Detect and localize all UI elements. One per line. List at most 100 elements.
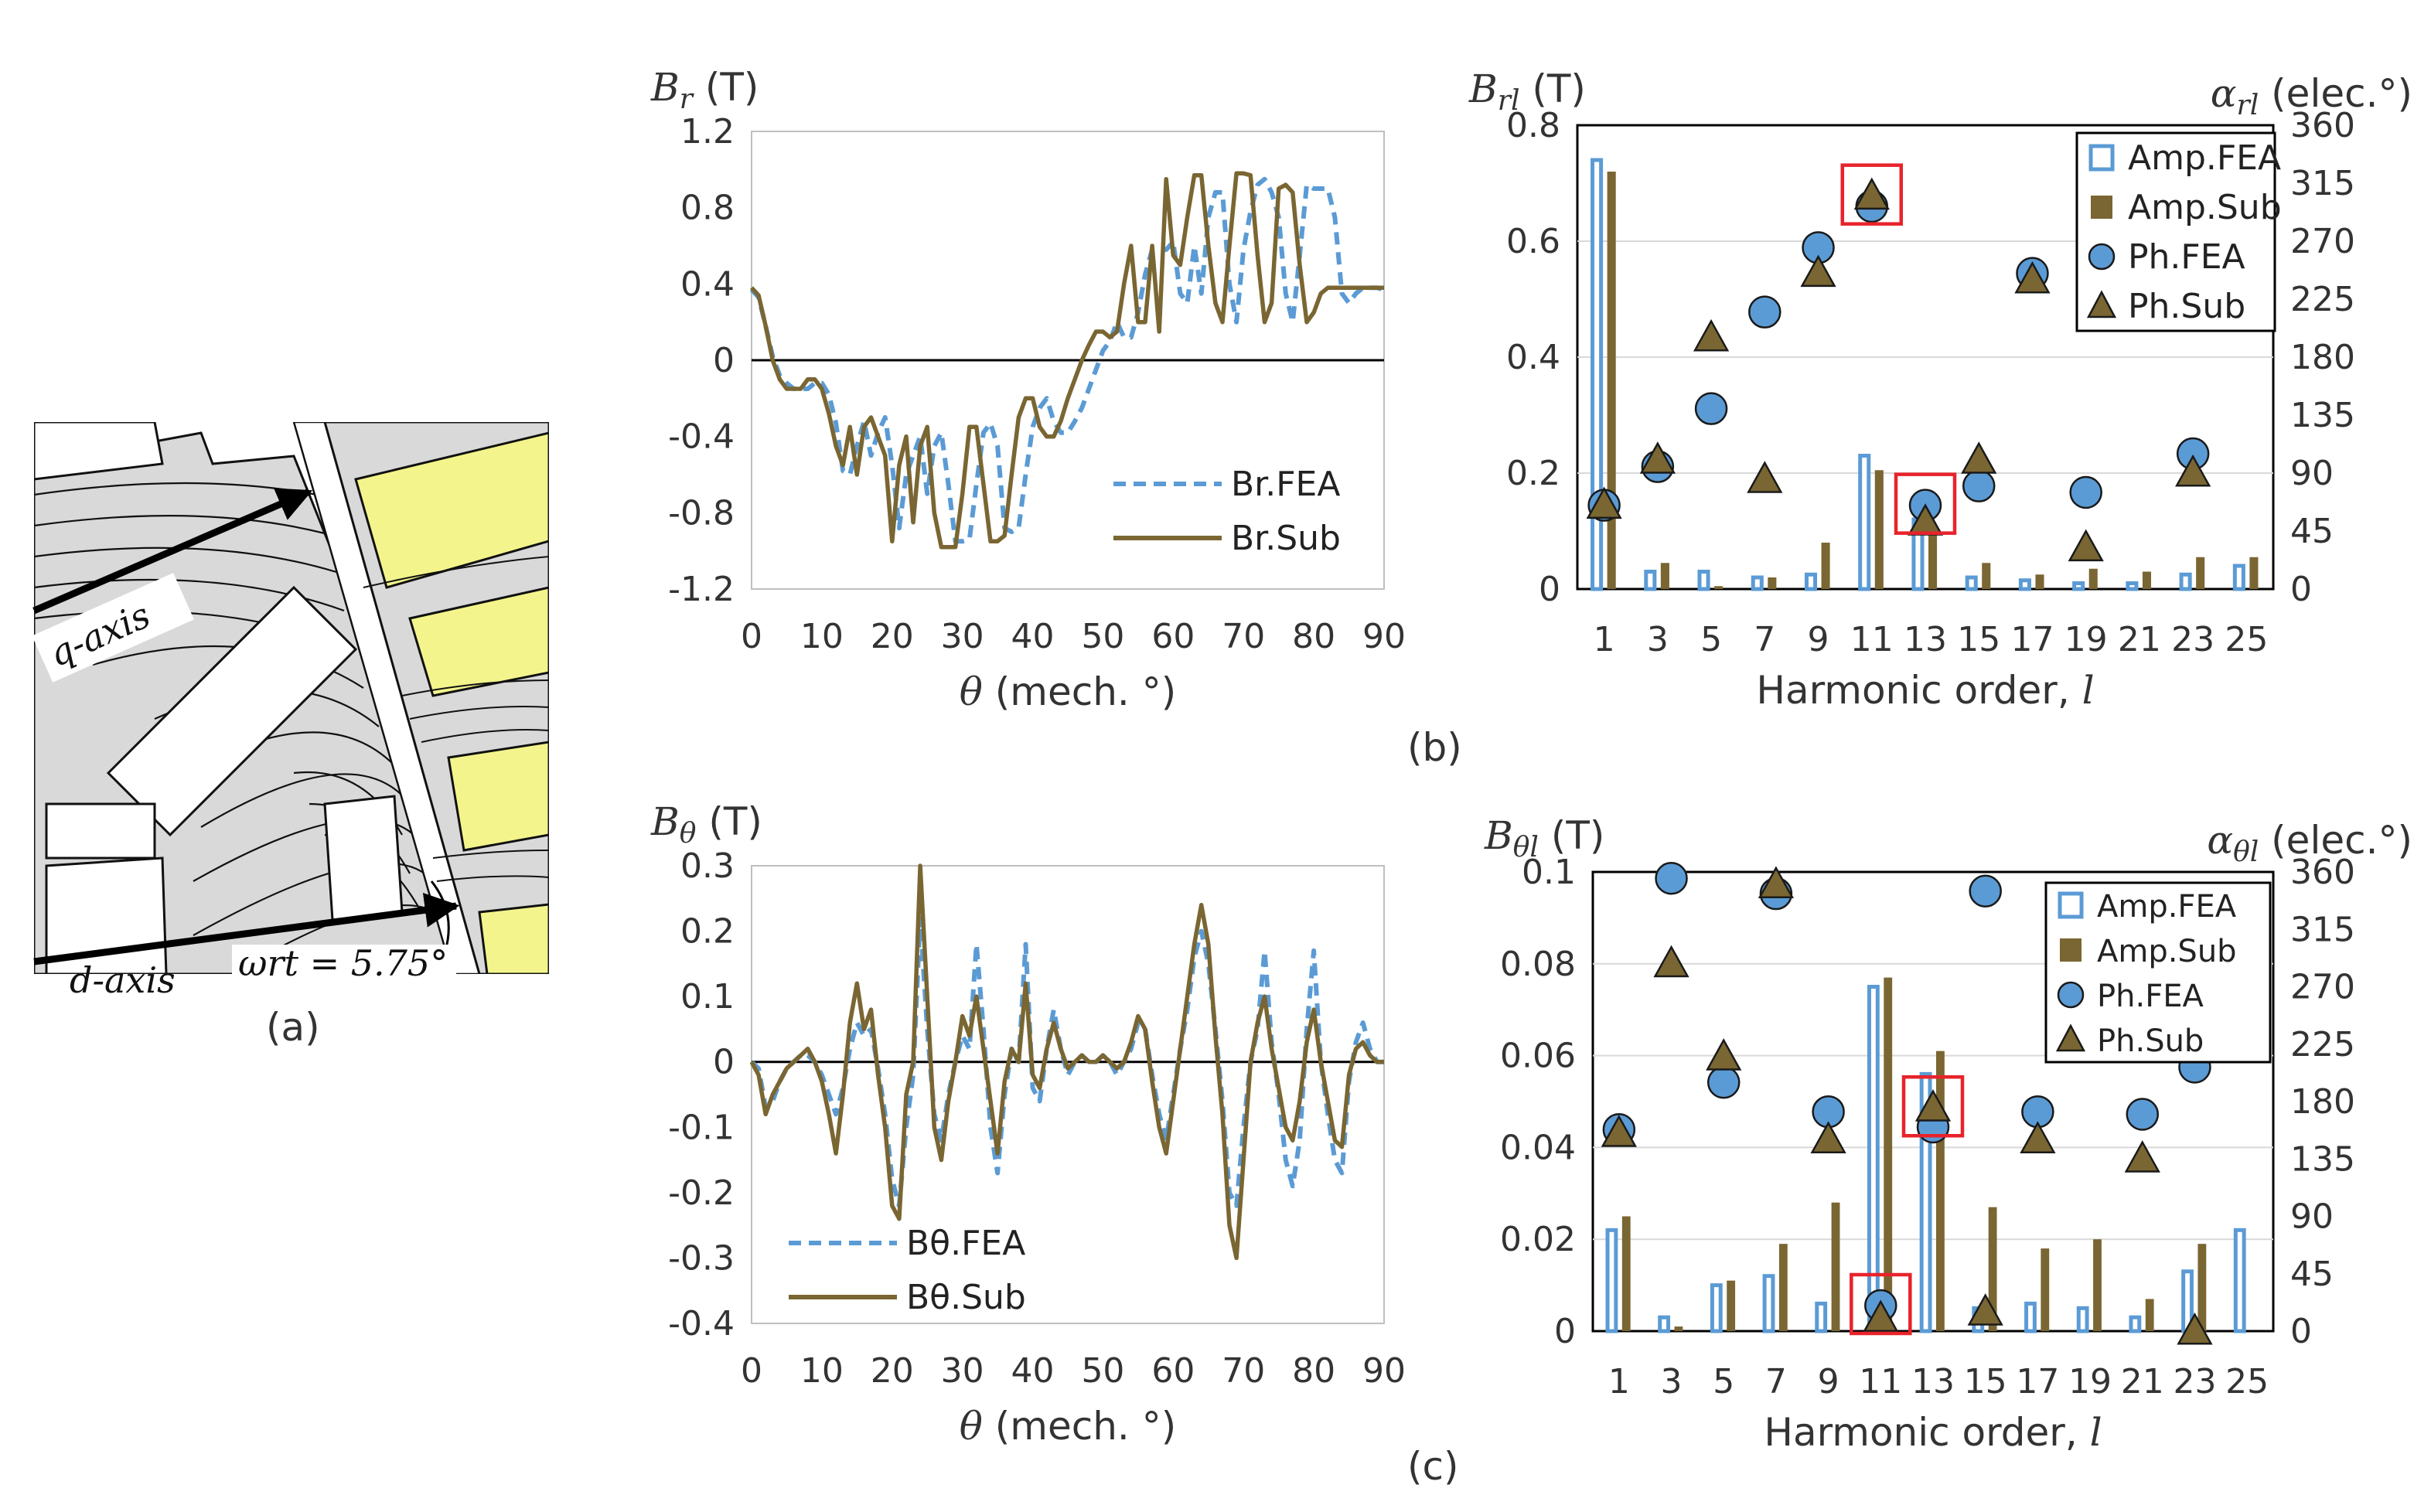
y-tick-label: 0.04: [1500, 1128, 1576, 1167]
highlight-box: [1850, 1272, 1912, 1336]
y2-tick-label: 225: [2290, 280, 2355, 319]
bar-amp-sub: [1831, 1202, 1840, 1331]
y-tick-label: 0.02: [1500, 1220, 1576, 1259]
x-tick-label: 30: [941, 617, 984, 656]
legend-swatch-amp-sub: [2091, 196, 2112, 219]
x-tick-label: 13: [1904, 620, 1947, 659]
y-tick-label: 0.08: [1500, 945, 1576, 984]
y-tick-label: 0: [713, 341, 735, 380]
x-tick-label: 5: [1700, 620, 1722, 659]
angle-arc: [430, 880, 450, 952]
bar-amp-fea: [2018, 578, 2031, 591]
bar-amp-fea: [1591, 158, 1604, 591]
bar-amp-sub: [2041, 1248, 2050, 1331]
highlight-box: [1840, 163, 1904, 226]
y2-tick-label: 270: [2290, 222, 2355, 261]
x-tick-label: 50: [1081, 1351, 1124, 1391]
rotor-diagram: q-axis d-axis ωrt = 5.75°: [32, 422, 549, 1001]
y-tick-label: 0.4: [680, 264, 735, 304]
rotor-angle-label: ωrt = 5.75°: [238, 942, 448, 984]
legend-label: Bθ.FEA: [906, 1224, 1025, 1263]
point-ph-sub: [2020, 1121, 2056, 1153]
bar-amp-sub: [1936, 1051, 1945, 1331]
x-tick-label: 40: [1011, 617, 1055, 656]
point-ph-sub: [2177, 1312, 2213, 1345]
bar-amp-sub: [1821, 543, 1830, 589]
x-tick-label: 0: [741, 617, 762, 656]
x-tick-label: 70: [1222, 617, 1265, 656]
x-tick-label: 20: [871, 617, 914, 656]
y-tick-label: 0: [1539, 570, 1560, 609]
legend-swatch-amp-fea: [2058, 891, 2084, 919]
y-tick-label: 0.3: [680, 846, 735, 886]
br-waveform-chart: 1.20.80.40-0.4-0.8-1.20 10 20 30 40 50 60 70 80 9…: [650, 65, 1406, 714]
bar-amp-sub: [1778, 1244, 1788, 1331]
legend-swatch-ph-sub: [2055, 1023, 2086, 1052]
point-ph-fea: [1706, 1066, 1741, 1099]
y-tick-label: 0: [1554, 1312, 1576, 1351]
bar-amp-fea: [1858, 454, 1871, 591]
point-ph-sub: [1810, 1121, 1846, 1153]
point-ph-sub: [2124, 1140, 2160, 1173]
legend-swatch-amp-sub: [2060, 938, 2082, 962]
point-ph-fea: [2126, 1098, 2160, 1131]
bar-amp-fea: [1867, 985, 1880, 1333]
point-ph-fea: [1655, 862, 1688, 895]
point-ph-fea: [1694, 392, 1728, 425]
point-ph-sub: [1961, 441, 1997, 474]
legend-swatch-ph-fea: [2088, 243, 2116, 271]
x-tick-label: 80: [1292, 617, 1335, 656]
x-tick-label: 40: [1011, 1351, 1055, 1391]
y2-tick-label: 0: [2290, 570, 2312, 609]
highlight-box: [1894, 472, 1957, 535]
y-tick-label: 1.2: [680, 112, 735, 152]
bar-amp-sub: [2145, 1299, 2154, 1331]
legend-swatch-ph-sub: [2086, 290, 2117, 318]
point-ph-sub: [1586, 486, 1622, 519]
x-tick-label: 10: [800, 1351, 844, 1391]
bar-amp-fea: [1658, 1315, 1671, 1333]
y-tick-label: 0.8: [1506, 106, 1560, 145]
bar-amp-sub: [2197, 1244, 2207, 1331]
legend-swatch-amp-fea: [2088, 144, 2115, 172]
y2-tick-label: 315: [2290, 164, 2355, 203]
y-axis-title: Brl (T): [1468, 66, 1586, 117]
y2-tick-label: 315: [2290, 910, 2355, 949]
bar-amp-fea: [2179, 572, 2192, 591]
x-tick-label: 10: [800, 617, 844, 656]
x-tick-label: 20: [871, 1351, 914, 1391]
y2-tick-label: 270: [2290, 968, 2355, 1007]
point-ph-fea: [2069, 475, 2102, 509]
point-ph-fea: [1969, 874, 2002, 908]
x-tick-label: 25: [2225, 1362, 2269, 1401]
y2-tick-label: 360: [2290, 106, 2355, 145]
legend-box: [2044, 881, 2272, 1064]
y-tick-label: -0.4: [668, 417, 735, 457]
bar-amp-sub: [1714, 586, 1724, 589]
y-tick-label: -0.3: [668, 1238, 735, 1278]
x-tick-label: 17: [2016, 1362, 2059, 1401]
bar-amp-sub: [1621, 1216, 1631, 1331]
x-tick-label: 60: [1151, 617, 1195, 656]
bar-amp-sub: [1674, 1326, 1683, 1331]
y2-tick-label: 90: [2290, 454, 2334, 493]
point-ph-sub: [1967, 1293, 2003, 1326]
x-tick-label: 7: [1765, 1362, 1787, 1401]
panel-label-a: (a): [266, 1005, 320, 1050]
bar-amp-fea: [1605, 1228, 1618, 1333]
y2-tick-label: 360: [2290, 853, 2355, 892]
y-tick-label: 0.4: [1506, 338, 1560, 377]
x-tick-label: 11: [1850, 620, 1894, 659]
d-axis-arrow: [33, 892, 460, 965]
bar-amp-fea: [1697, 570, 1710, 591]
y-tick-label: 0: [713, 1043, 735, 1082]
legend-label: Bθ.Sub: [906, 1278, 1026, 1317]
point-ph-sub: [2014, 261, 2051, 294]
x-tick-label: 1: [1594, 620, 1615, 659]
x-tick-label: 3: [1647, 620, 1669, 659]
x-axis-title: θ (mech. °): [960, 1404, 1176, 1449]
y-tick-label: -0.1: [668, 1108, 735, 1147]
x-tick-label: 23: [2173, 1362, 2216, 1401]
x-tick-label: 25: [2225, 620, 2268, 659]
legend-swatch-ph-fea: [2057, 981, 2085, 1009]
